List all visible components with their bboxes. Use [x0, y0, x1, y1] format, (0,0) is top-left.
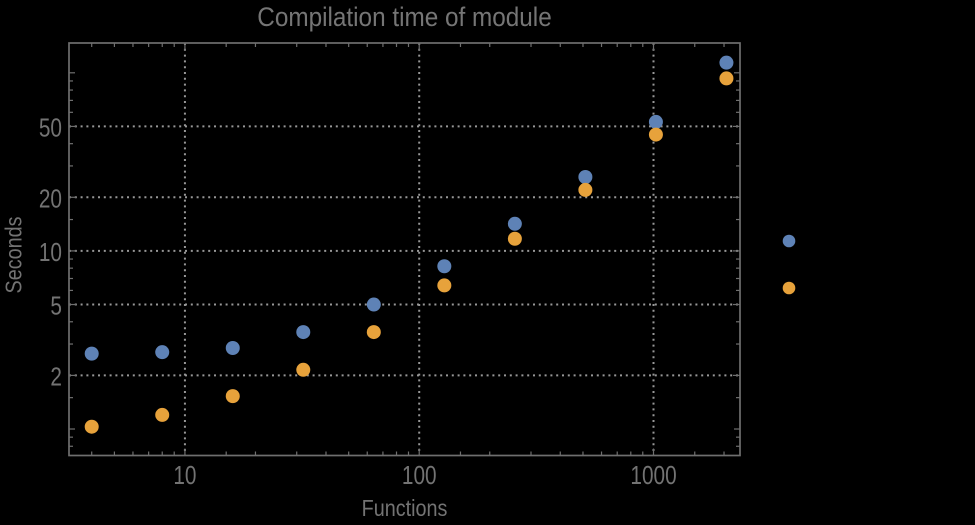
- data-point-series-1-x8: [155, 345, 170, 360]
- y-tick-label-2: 2: [50, 362, 62, 391]
- y-tick-label-10: 10: [39, 238, 62, 267]
- y-tick-label-50: 50: [39, 113, 62, 142]
- y-tick-label-5: 5: [50, 291, 62, 320]
- data-point-series-1-x64: [366, 297, 381, 312]
- x-axis-label: Functions: [361, 495, 448, 521]
- data-point-series-2-x1024: [648, 127, 663, 142]
- data-point-series-1-x4: [84, 346, 99, 361]
- data-point-series-2-x8: [155, 407, 170, 422]
- x-tick-label-100: 100: [402, 461, 437, 490]
- x-tick-label-1000: 1000: [630, 461, 676, 490]
- data-point-series-2-x512: [578, 182, 593, 197]
- data-point-series-2-x2048: [719, 71, 734, 86]
- y-tick-label-20: 20: [39, 184, 62, 213]
- data-point-series-2-x32: [296, 362, 311, 377]
- data-point-series-1-x16: [225, 340, 240, 355]
- data-point-series-2-x256: [507, 231, 522, 246]
- data-point-series-2-x64: [366, 325, 381, 340]
- x-tick-label-10: 10: [173, 461, 196, 490]
- data-point-series-2-x4: [84, 419, 99, 434]
- data-point-series-1-x256: [507, 216, 522, 231]
- data-point-series-1-x1024: [648, 114, 663, 129]
- data-point-series-1-x512: [578, 169, 593, 184]
- legend-marker-series-2: [782, 281, 796, 295]
- data-point-series-1-x2048: [719, 55, 734, 70]
- legend-marker-series-1: [782, 234, 796, 248]
- chart-title: Compilation time of module: [257, 2, 552, 32]
- data-point-series-2-x16: [225, 389, 240, 404]
- plot-frame: [68, 42, 741, 457]
- data-point-series-1-x32: [296, 325, 311, 340]
- data-point-series-1-x128: [437, 259, 452, 274]
- data-point-series-2-x128: [437, 278, 452, 293]
